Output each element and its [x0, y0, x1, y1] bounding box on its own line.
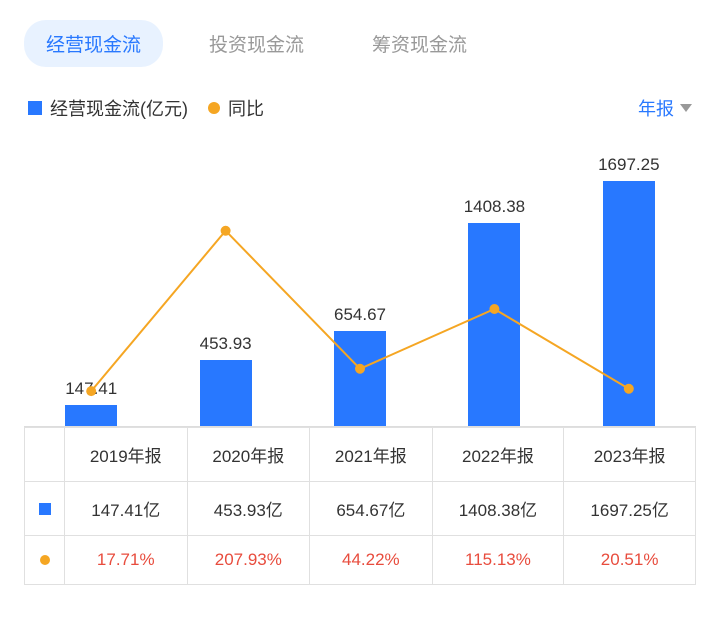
- bar-slot: 147.41: [24, 137, 158, 426]
- table-header-cell: 2021年报: [310, 428, 433, 482]
- period-label: 年报: [638, 95, 674, 121]
- bar: [65, 405, 117, 426]
- table-value-cell: 147.41亿: [65, 482, 188, 536]
- table-header-cell: 2022年报: [432, 428, 564, 482]
- table-header-cell: 2020年报: [187, 428, 310, 482]
- legend-bar: 经营现金流(亿元): [28, 95, 188, 121]
- table-value-cell: 1697.25亿: [564, 482, 696, 536]
- table-percent-cell: 17.71%: [65, 536, 188, 585]
- bar-slot: 453.93: [158, 137, 292, 426]
- bar-slot: 1408.38: [427, 137, 561, 426]
- table-header-cell: 2019年报: [65, 428, 188, 482]
- bar-value-label: 654.67: [334, 305, 386, 325]
- table-header-row: 2019年报2020年报2021年报2022年报2023年报: [25, 428, 696, 482]
- bar: [603, 181, 655, 426]
- bar-slot: 1697.25: [562, 137, 696, 426]
- data-table: 2019年报2020年报2021年报2022年报2023年报 147.41亿45…: [24, 427, 696, 585]
- bar: [200, 360, 252, 426]
- circle-icon: [40, 555, 50, 565]
- bar-value-label: 147.41: [65, 379, 117, 399]
- table-value-cell: 654.67亿: [310, 482, 433, 536]
- legend-line: 同比: [208, 95, 264, 121]
- bar-value-label: 453.93: [200, 334, 252, 354]
- table-value-cell: 1408.38亿: [432, 482, 564, 536]
- table-value-row: 147.41亿453.93亿654.67亿1408.38亿1697.25亿: [25, 482, 696, 536]
- table-percent-cell: 44.22%: [310, 536, 433, 585]
- table-percent-cell: 207.93%: [187, 536, 310, 585]
- tabs-container: 经营现金流 投资现金流 筹资现金流: [24, 20, 696, 67]
- circle-icon: [208, 102, 220, 114]
- tab-operating-cashflow[interactable]: 经营现金流: [24, 20, 163, 67]
- legend-line-label: 同比: [228, 95, 264, 121]
- tab-investing-cashflow[interactable]: 投资现金流: [187, 20, 326, 67]
- bar: [334, 331, 386, 426]
- chart-area: 147.41 453.93 654.67 1408.38 1697.25: [24, 137, 696, 427]
- bar: [468, 223, 520, 426]
- table-percent-cell: 115.13%: [432, 536, 564, 585]
- bar-slot: 654.67: [293, 137, 427, 426]
- table-header-cell: 2023年报: [564, 428, 696, 482]
- legend-bar-label: 经营现金流(亿元): [50, 95, 188, 121]
- table-value-cell: 453.93亿: [187, 482, 310, 536]
- tab-financing-cashflow[interactable]: 筹资现金流: [350, 20, 489, 67]
- bar-value-label: 1697.25: [598, 155, 659, 175]
- square-icon: [28, 101, 42, 115]
- period-selector[interactable]: 年报: [638, 95, 692, 121]
- bar-value-label: 1408.38: [464, 197, 525, 217]
- legend-row: 经营现金流(亿元) 同比 年报: [24, 95, 696, 121]
- table-percent-row: 17.71%207.93%44.22%115.13%20.51%: [25, 536, 696, 585]
- chevron-down-icon: [680, 104, 692, 112]
- table-percent-cell: 20.51%: [564, 536, 696, 585]
- square-icon: [39, 503, 51, 515]
